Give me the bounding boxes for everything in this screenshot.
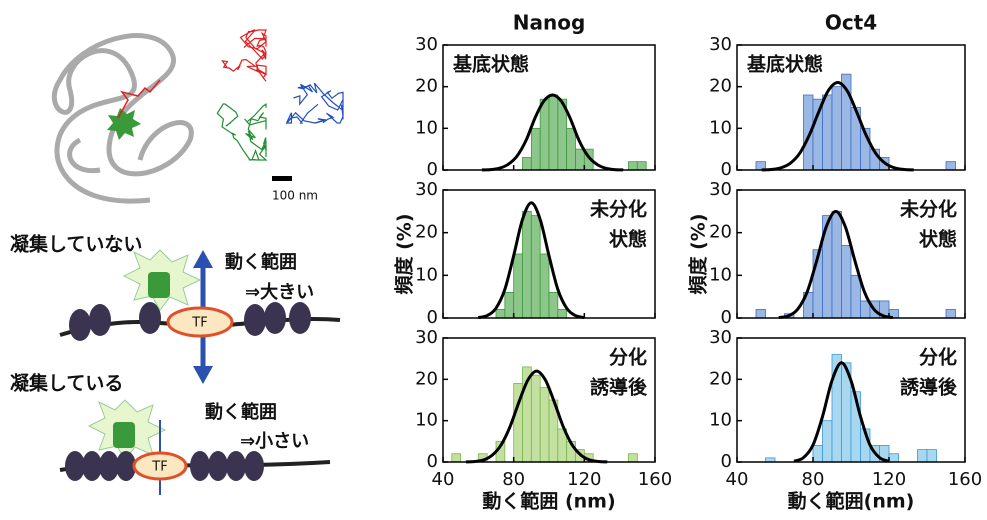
label: ⇒大きい (245, 281, 314, 303)
y-tick-label: 10 (709, 117, 732, 138)
y-tick-label: 20 (415, 368, 438, 389)
x-tick-label: 160 (948, 469, 982, 490)
panel-title: 凝集している (10, 372, 123, 395)
bar (823, 95, 833, 170)
bar (842, 245, 852, 318)
bar (540, 254, 549, 318)
scale-bar (272, 176, 292, 181)
bar (832, 211, 842, 318)
bar (567, 128, 576, 170)
chart-title: Oct4 (825, 11, 877, 35)
panel-title: 凝集していない (10, 233, 142, 256)
bar (629, 162, 638, 170)
bar (756, 309, 766, 318)
bar (823, 421, 833, 462)
scale-label: 100 nm (272, 189, 318, 203)
y-tick-label: 30 (415, 179, 438, 200)
bar (851, 275, 861, 318)
y-tick-label: 10 (415, 410, 438, 431)
chart-title: Nanog (513, 11, 586, 35)
bar (832, 87, 842, 170)
annotation: 誘導後 (590, 376, 648, 399)
marker (113, 422, 135, 448)
y-tick-label: 0 (427, 307, 438, 328)
y-tick-label: 20 (415, 222, 438, 243)
bar (496, 309, 505, 318)
y-tick-label: 30 (709, 179, 732, 200)
bar (918, 450, 928, 462)
bar (629, 454, 638, 462)
y-tick-label: 30 (415, 327, 438, 348)
annotation: 未分化 (899, 198, 957, 221)
bar (637, 162, 646, 170)
tf-label: TF (151, 460, 167, 475)
x-tick-label: 40 (432, 469, 455, 490)
annotation: 基底状態 (452, 53, 529, 76)
bar (549, 95, 558, 170)
y-axis-label: 頻度 (%) (687, 213, 710, 294)
x-tick-label: 40 (726, 469, 749, 490)
x-tick-label: 80 (802, 469, 825, 490)
bar (523, 211, 532, 318)
bar (531, 216, 540, 318)
bar (523, 158, 532, 171)
annotation: 状態 (609, 228, 647, 251)
bar (452, 454, 461, 462)
marker (148, 272, 170, 298)
bar (505, 292, 514, 318)
x-tick-label: 120 (872, 469, 906, 490)
label: ⇒小さい (240, 431, 309, 452)
bar (889, 454, 899, 462)
y-tick-label: 0 (721, 159, 732, 180)
bar (558, 309, 567, 318)
y-tick-label: 30 (709, 327, 732, 348)
x-axis-label: 動く範囲(nm) (788, 490, 915, 513)
y-tick-label: 10 (415, 117, 438, 138)
annotation: 誘導後 (900, 376, 958, 399)
tf-label: TF (191, 316, 207, 331)
bar (576, 149, 585, 170)
x-tick-label: 160 (638, 469, 672, 490)
y-axis-label: 頻度 (%) (393, 213, 416, 294)
x-tick-label: 80 (502, 469, 525, 490)
y-tick-label: 10 (709, 264, 732, 285)
figure: 100 nm 凝集していない 動く範囲 ⇒大きい TF 凝集している 動く範囲 … (0, 0, 987, 520)
y-tick-label: 30 (415, 34, 438, 55)
bar (531, 375, 540, 462)
y-tick-label: 20 (709, 222, 732, 243)
bar (531, 128, 540, 170)
bar (549, 292, 558, 318)
bar (540, 99, 549, 170)
y-tick-label: 30 (709, 34, 732, 55)
bar (927, 450, 937, 462)
y-tick-label: 0 (427, 159, 438, 180)
bar (540, 388, 549, 462)
x-tick-label: 120 (567, 469, 601, 490)
bar (813, 445, 823, 462)
y-tick-label: 20 (415, 76, 438, 97)
bar (946, 162, 956, 170)
y-tick-label: 20 (709, 76, 732, 97)
y-tick-label: 10 (709, 410, 732, 431)
annotation: 未分化 (589, 198, 647, 221)
annotation: 分化 (609, 346, 647, 369)
y-tick-label: 10 (415, 264, 438, 285)
y-tick-label: 0 (721, 307, 732, 328)
label: 動く範囲 (225, 251, 297, 273)
bar (514, 254, 523, 318)
label: 動く範囲 (205, 401, 277, 423)
x-axis-label: 動く範囲 (nm) (482, 490, 615, 513)
bar (946, 309, 956, 318)
annotation: 分化 (919, 346, 957, 369)
annotation: 基底状態 (746, 53, 823, 76)
y-tick-label: 20 (709, 368, 732, 389)
annotation: 状態 (919, 228, 957, 251)
